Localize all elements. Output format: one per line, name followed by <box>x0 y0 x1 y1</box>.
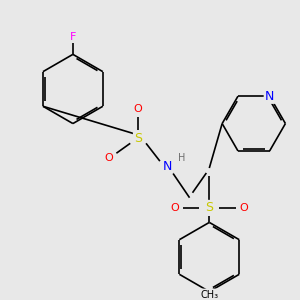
Text: F: F <box>70 32 76 42</box>
Text: H: H <box>178 153 185 163</box>
Text: S: S <box>205 201 213 214</box>
Text: CH₃: CH₃ <box>200 290 218 300</box>
Text: O: O <box>104 153 113 163</box>
Text: O: O <box>239 202 248 213</box>
Text: N: N <box>163 160 172 172</box>
Text: S: S <box>134 132 142 145</box>
Text: N: N <box>265 90 274 103</box>
Text: O: O <box>134 104 142 114</box>
Text: O: O <box>170 202 179 213</box>
